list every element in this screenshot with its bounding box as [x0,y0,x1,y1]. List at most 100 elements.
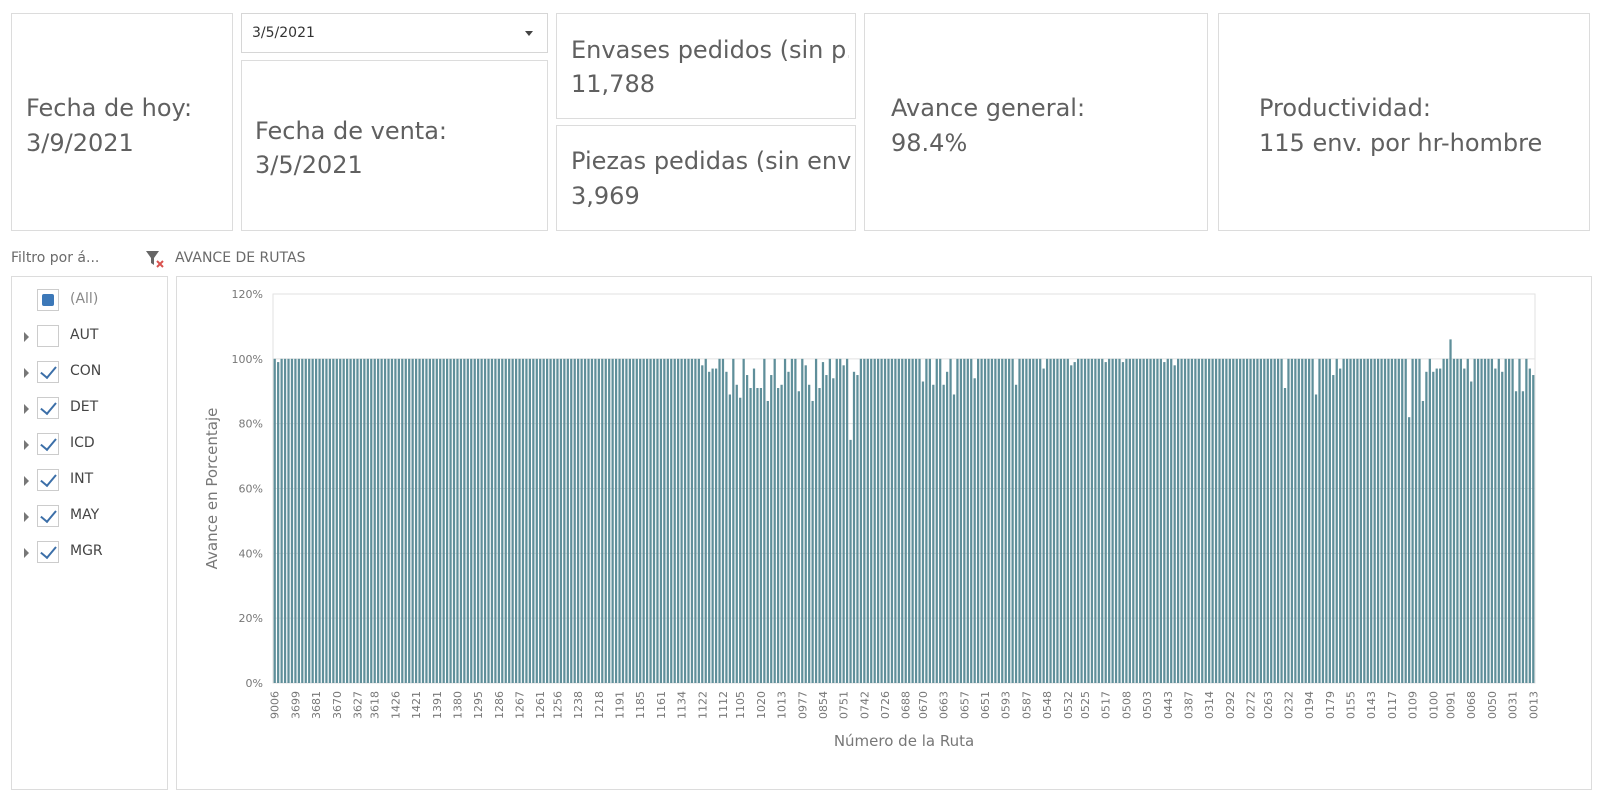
bar[interactable] [514,358,518,683]
bar[interactable] [1501,371,1504,683]
filter-item[interactable]: INT [12,467,162,495]
bar[interactable] [714,368,718,683]
bar[interactable] [1521,391,1525,683]
bar[interactable] [1442,358,1445,683]
bar[interactable] [277,362,280,683]
bar[interactable] [583,358,587,683]
bar[interactable] [549,358,552,683]
bar[interactable] [852,371,856,683]
bar[interactable] [1025,358,1028,683]
bar[interactable] [552,358,556,683]
bar[interactable] [890,358,894,683]
bar[interactable] [477,358,480,683]
bar[interactable] [346,358,349,683]
bar[interactable] [1183,358,1187,683]
bar[interactable] [1463,368,1466,683]
bar[interactable] [1018,358,1021,683]
bar[interactable] [1511,358,1514,683]
bar[interactable] [273,358,276,683]
bar[interactable] [1035,358,1038,683]
bar[interactable] [535,358,538,683]
bar[interactable] [573,358,576,683]
bar[interactable] [1221,358,1225,683]
bar[interactable] [1328,358,1331,683]
bar[interactable] [818,388,821,683]
bar[interactable] [1363,358,1366,683]
bar[interactable] [1404,358,1407,683]
bar[interactable] [335,358,338,683]
bar[interactable] [580,358,583,683]
expand-arrow-icon[interactable] [24,476,29,486]
bar[interactable] [1118,358,1121,683]
bar[interactable] [1156,358,1159,683]
bar[interactable] [1239,358,1242,683]
bar[interactable] [697,358,700,683]
bar[interactable] [1380,358,1383,683]
bar[interactable] [1170,358,1173,683]
bar[interactable] [666,358,669,683]
bar[interactable] [352,358,356,683]
bar[interactable] [394,358,397,683]
bar[interactable] [1459,358,1462,683]
bar[interactable] [414,358,418,683]
bar[interactable] [294,358,297,683]
bar[interactable] [608,358,611,683]
bar[interactable] [1063,358,1066,683]
bar[interactable] [721,358,725,683]
bar[interactable] [1104,362,1107,683]
bar[interactable] [763,358,766,683]
bar[interactable] [1201,358,1204,683]
bar[interactable] [1128,358,1131,683]
bar[interactable] [377,358,380,683]
bar[interactable] [659,358,663,683]
bar[interactable] [1108,358,1111,683]
bar[interactable] [866,358,869,683]
bar[interactable] [601,358,604,683]
bar[interactable] [1408,417,1411,683]
bar[interactable] [901,358,904,683]
bar[interactable] [1014,384,1018,683]
bar[interactable] [1473,358,1476,683]
bar[interactable] [1352,358,1356,683]
bar[interactable] [1532,375,1535,683]
bar[interactable] [883,358,887,683]
bar[interactable] [446,358,449,683]
filter-clear-icon[interactable] [144,249,166,269]
bar[interactable] [494,358,497,683]
date-dropdown[interactable]: 3/5/2021 [241,13,548,53]
bar[interactable] [1508,358,1511,683]
bar[interactable] [1159,358,1163,683]
bar[interactable] [711,368,714,683]
bar[interactable] [1383,358,1387,683]
bar[interactable] [1052,358,1056,683]
bar[interactable] [1466,358,1469,683]
bar[interactable] [959,358,963,683]
expand-arrow-icon[interactable] [24,368,29,378]
bar[interactable] [546,358,549,683]
bar[interactable] [625,358,628,683]
bar[interactable] [811,400,814,683]
bar[interactable] [1335,358,1338,683]
bar[interactable] [1090,358,1094,683]
bar[interactable] [311,358,314,683]
bar[interactable] [328,358,332,683]
bar[interactable] [1180,358,1183,683]
bar[interactable] [1518,358,1521,683]
bar[interactable] [645,358,649,683]
bar[interactable] [511,358,514,683]
bar[interactable] [1525,358,1528,683]
bar[interactable] [1042,368,1045,683]
bar[interactable] [825,375,828,683]
bar[interactable] [1318,358,1321,683]
bar[interactable] [563,358,566,683]
bar[interactable] [314,358,318,683]
bar[interactable] [932,384,935,683]
bar[interactable] [894,358,897,683]
expand-arrow-icon[interactable] [24,440,29,450]
bar[interactable] [304,358,307,683]
bar[interactable] [977,358,980,683]
bar[interactable] [1487,358,1490,683]
bar[interactable] [1145,358,1149,683]
bar[interactable] [1045,358,1049,683]
bar[interactable] [487,358,490,683]
